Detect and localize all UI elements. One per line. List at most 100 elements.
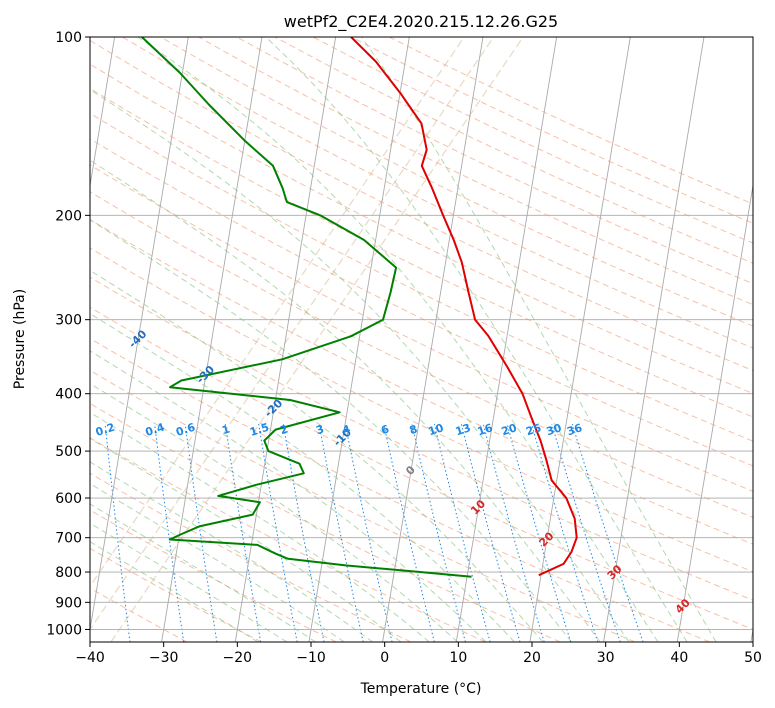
dry-adiabat [90,191,753,518]
isotherm [161,37,263,642]
mixing-ratio-line [433,423,491,642]
dry-adiabat [90,369,636,642]
x-tick-label: −10 [296,650,326,666]
isotherm [529,37,631,642]
line-annotations: -100-90-80-70-60-50-40-30-20-10010203040… [0,233,693,616]
y-tick-label: 700 [55,531,82,547]
dry-adiabat [90,218,753,545]
dry-adiabat [389,37,753,205]
moist-adiabat [90,269,544,642]
moist-adiabat [90,219,572,642]
dry-adiabat [90,306,753,630]
y-tick-label: 800 [55,565,82,581]
isotherm [234,37,337,642]
mixing-ratio-label: 30 [545,421,564,438]
y-tick-label: 1000 [46,622,82,638]
isotherm [90,37,189,633]
isotherm [676,182,753,642]
dry-adiabat [90,39,753,372]
y-axis: 100 200 300 400 500 600 700 800 900 1000 [46,30,90,638]
mixing-ratio-line [460,423,521,642]
moist-adiabat [90,437,402,642]
dry-adiabat [312,37,753,244]
dry-adiabat [90,87,753,418]
isotherm [382,37,484,642]
dry-adiabat [350,37,753,224]
sounding-profiles [141,37,578,578]
isotherm [90,37,116,189]
moist-adiabat [90,541,259,642]
moist-adiabat [361,37,717,642]
mixing-ratio-line [411,423,466,642]
dry-adiabat [122,37,753,349]
y-tick-label: 200 [55,208,82,224]
mixing-ratio-line [506,423,572,642]
dry-adiabat [90,276,753,601]
mixing-ratio-line [224,423,262,642]
x-axis: −40 −30 −20 −10 0 10 20 30 40 50 [75,642,762,666]
y-tick-label: 400 [55,387,82,403]
isotherm [455,37,558,642]
moist-adiabat [90,483,345,642]
moist-adiabat [90,159,601,642]
x-tick-label: −40 [75,650,105,666]
mixing-ratio-label: 1.5 [248,421,271,439]
x-tick-label: 50 [744,650,762,666]
x-tick-label: 40 [670,650,688,666]
mixing-ratio-label: 4 [341,422,353,437]
mixing-ratio-label: 0.1 [47,421,70,439]
mixing-ratio-label: 25 [524,421,543,438]
y-tick-label: 500 [55,444,82,460]
dry-adiabat [90,247,753,573]
mixing-ratio-line [482,423,545,642]
y-tick-label: 900 [55,595,82,611]
mixing-ratio-line [282,423,325,642]
mixing-ratio-label: 20 [500,421,519,438]
dry-adiabat [90,437,486,642]
x-tick-label: 20 [523,650,541,666]
moist-adiabat [90,350,487,642]
dry-adiabat [90,138,753,467]
isotherm-label: 20 [536,529,556,549]
x-tick-label: −30 [149,650,179,666]
mixing-ratio-line [531,423,599,642]
dry-adiabat [90,472,412,642]
mixing-ratio-label: 3 [314,422,325,437]
isotherm [750,626,753,642]
x-axis-label: Temperature (°C) [360,681,482,697]
moist-adiabat [90,461,373,642]
mixing-ratio-line [318,423,364,642]
moist-adiabat [90,382,458,642]
dry-adiabat [236,37,753,285]
mixing-ratio-label: 16 [476,421,495,438]
isotherm [603,37,705,642]
mixing-ratio-label: 1 [220,422,231,437]
mixing-ratio-label: 0.6 [174,421,197,439]
dry-adiabat [90,112,753,442]
dry-adiabat [90,509,337,642]
y-tick-label: 300 [55,313,82,329]
dry-adiabat [160,37,753,327]
x-tick-label: 10 [449,650,467,666]
x-tick-label: −20 [223,650,253,666]
y-axis-label: Pressure (hPa) [12,289,28,389]
isotherm-label: -60 [0,233,18,256]
background-lines [90,37,753,642]
mixing-ratio-line [184,423,218,642]
isotherm-label: 40 [673,596,693,616]
mixing-ratio-line [383,423,435,642]
mixing-ratio-label: 6 [379,422,391,437]
mixing-ratio-label: 13 [454,421,473,438]
mixing-ratio-line [104,423,131,642]
plot-frame [89,36,754,643]
mixing-ratio-label: 0.4 [144,421,167,439]
moist-adiabat [90,312,515,642]
y-tick-label: 100 [55,30,82,46]
chart-title: wetPf2_C2E4.2020.215.12.26.G25 [284,12,558,32]
dry-adiabat [90,587,188,642]
mixing-ratio-label: 0.2 [94,421,117,439]
y-tick-label: 600 [55,491,82,507]
grid-lines [90,37,753,642]
dry-adiabat [90,164,753,492]
theta-e-line [90,37,465,588]
